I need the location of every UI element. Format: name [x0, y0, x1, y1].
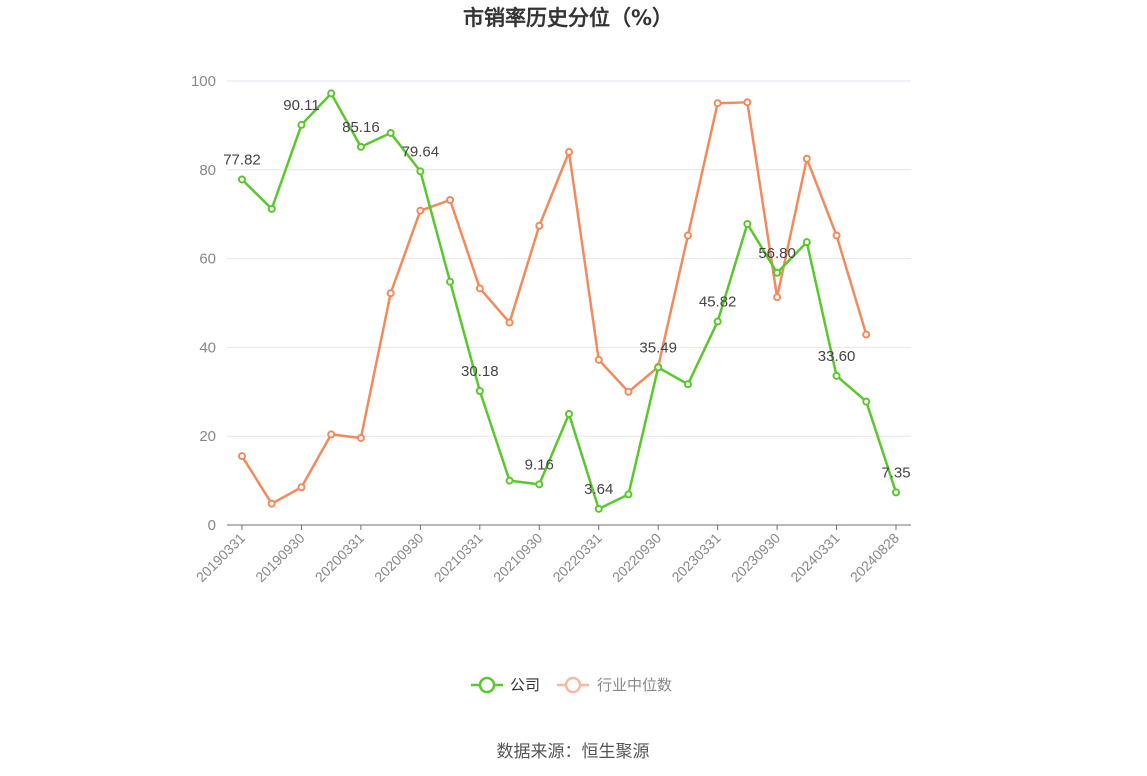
chart-title: 市销率历史分位（%）	[463, 6, 673, 30]
y-tick-label: 40	[199, 339, 216, 356]
data-label: 79.64	[402, 143, 440, 160]
legend-label: 行业中位数	[597, 676, 672, 694]
data-point	[475, 284, 484, 293]
y-tick-label: 80	[199, 162, 216, 179]
x-tick-label: 20240828	[847, 530, 903, 586]
data-point	[356, 142, 365, 151]
y-tick-label: 60	[199, 251, 216, 268]
data-point	[386, 289, 395, 298]
source-text: 数据来源：恒生聚源	[497, 742, 650, 762]
series-line-1	[240, 101, 868, 505]
x-axis: 20190331 20190930 20200331 20200930 20210331…	[193, 524, 911, 586]
data-point	[535, 480, 544, 489]
x-tick-label: 20240331	[787, 530, 843, 586]
data-point	[594, 504, 603, 513]
data-point	[862, 330, 871, 339]
data-point	[713, 317, 722, 326]
data-point	[713, 99, 722, 108]
x-tick-label: 20220331	[549, 530, 605, 586]
data-label: 30.18	[461, 363, 499, 380]
y-tick-label: 20	[199, 428, 216, 445]
data-point	[297, 120, 306, 129]
data-point	[505, 318, 514, 327]
data-label: 45.82	[699, 294, 737, 311]
legend-item-1[interactable]: 行业中位数	[557, 676, 672, 694]
y-tick-label: 100	[191, 73, 216, 90]
data-point	[683, 380, 692, 389]
x-tick-label: 20200930	[371, 530, 427, 586]
x-tick-label: 20220930	[609, 530, 665, 586]
data-point	[416, 167, 425, 176]
data-point	[862, 397, 871, 406]
legend-label: 公司	[510, 676, 540, 694]
data-label: 85.16	[342, 119, 380, 136]
data-point	[416, 206, 425, 215]
data-label: 56.80	[758, 245, 796, 262]
data-point	[535, 221, 544, 230]
data-point	[624, 387, 633, 396]
data-point	[446, 277, 455, 286]
series-layer	[238, 89, 900, 513]
data-point	[327, 89, 336, 98]
grid	[227, 80, 911, 437]
data-point	[654, 363, 663, 372]
x-tick-label: 20230930	[728, 530, 784, 586]
data-point	[446, 195, 455, 204]
data-point	[356, 433, 365, 442]
data-label: 33.60	[818, 348, 856, 365]
data-point	[743, 219, 752, 228]
y-tick-label: 0	[208, 517, 216, 534]
legend[interactable]: 公司 行业中位数	[471, 676, 672, 694]
x-tick-label: 20190331	[193, 530, 249, 586]
data-point	[386, 128, 395, 137]
data-point	[505, 476, 514, 485]
data-point	[892, 488, 900, 497]
data-label: 35.49	[639, 339, 677, 356]
data-point	[802, 154, 811, 163]
x-tick-label: 20200331	[312, 530, 368, 586]
data-point	[832, 231, 841, 240]
data-point	[267, 499, 276, 508]
data-point	[327, 430, 336, 439]
data-point	[683, 231, 692, 240]
data-point	[832, 371, 841, 380]
data-label: 3.64	[584, 481, 613, 498]
data-point	[624, 490, 633, 499]
data-point	[475, 387, 484, 396]
data-label: 9.16	[525, 456, 554, 473]
data-point	[238, 175, 246, 184]
data-point	[238, 452, 246, 461]
x-tick-label: 20210331	[431, 530, 487, 586]
data-point	[565, 148, 573, 157]
data-point	[743, 98, 752, 107]
data-point	[773, 268, 782, 277]
data-point	[565, 410, 573, 418]
data-label: 90.11	[283, 97, 319, 114]
x-tick-label: 20230331	[668, 530, 724, 586]
y-axis: 0 20 40 60 80 100	[191, 73, 216, 534]
data-point	[297, 483, 306, 492]
legend-item-0[interactable]: 公司	[471, 676, 540, 694]
data-label: 77.82	[223, 151, 261, 168]
data-point	[594, 355, 603, 364]
data-label: 7.35	[881, 464, 910, 481]
legend-marker	[478, 676, 496, 694]
data-labels: 77.82 90.11 85.16 79.64 30.18 9.16 3.64 35.49 45…	[223, 97, 910, 498]
data-point	[802, 238, 811, 247]
x-tick-label: 20210930	[490, 530, 546, 586]
data-point	[267, 204, 276, 213]
x-tick-label: 20190930	[252, 530, 308, 586]
data-point	[773, 293, 782, 302]
legend-marker	[564, 676, 582, 694]
